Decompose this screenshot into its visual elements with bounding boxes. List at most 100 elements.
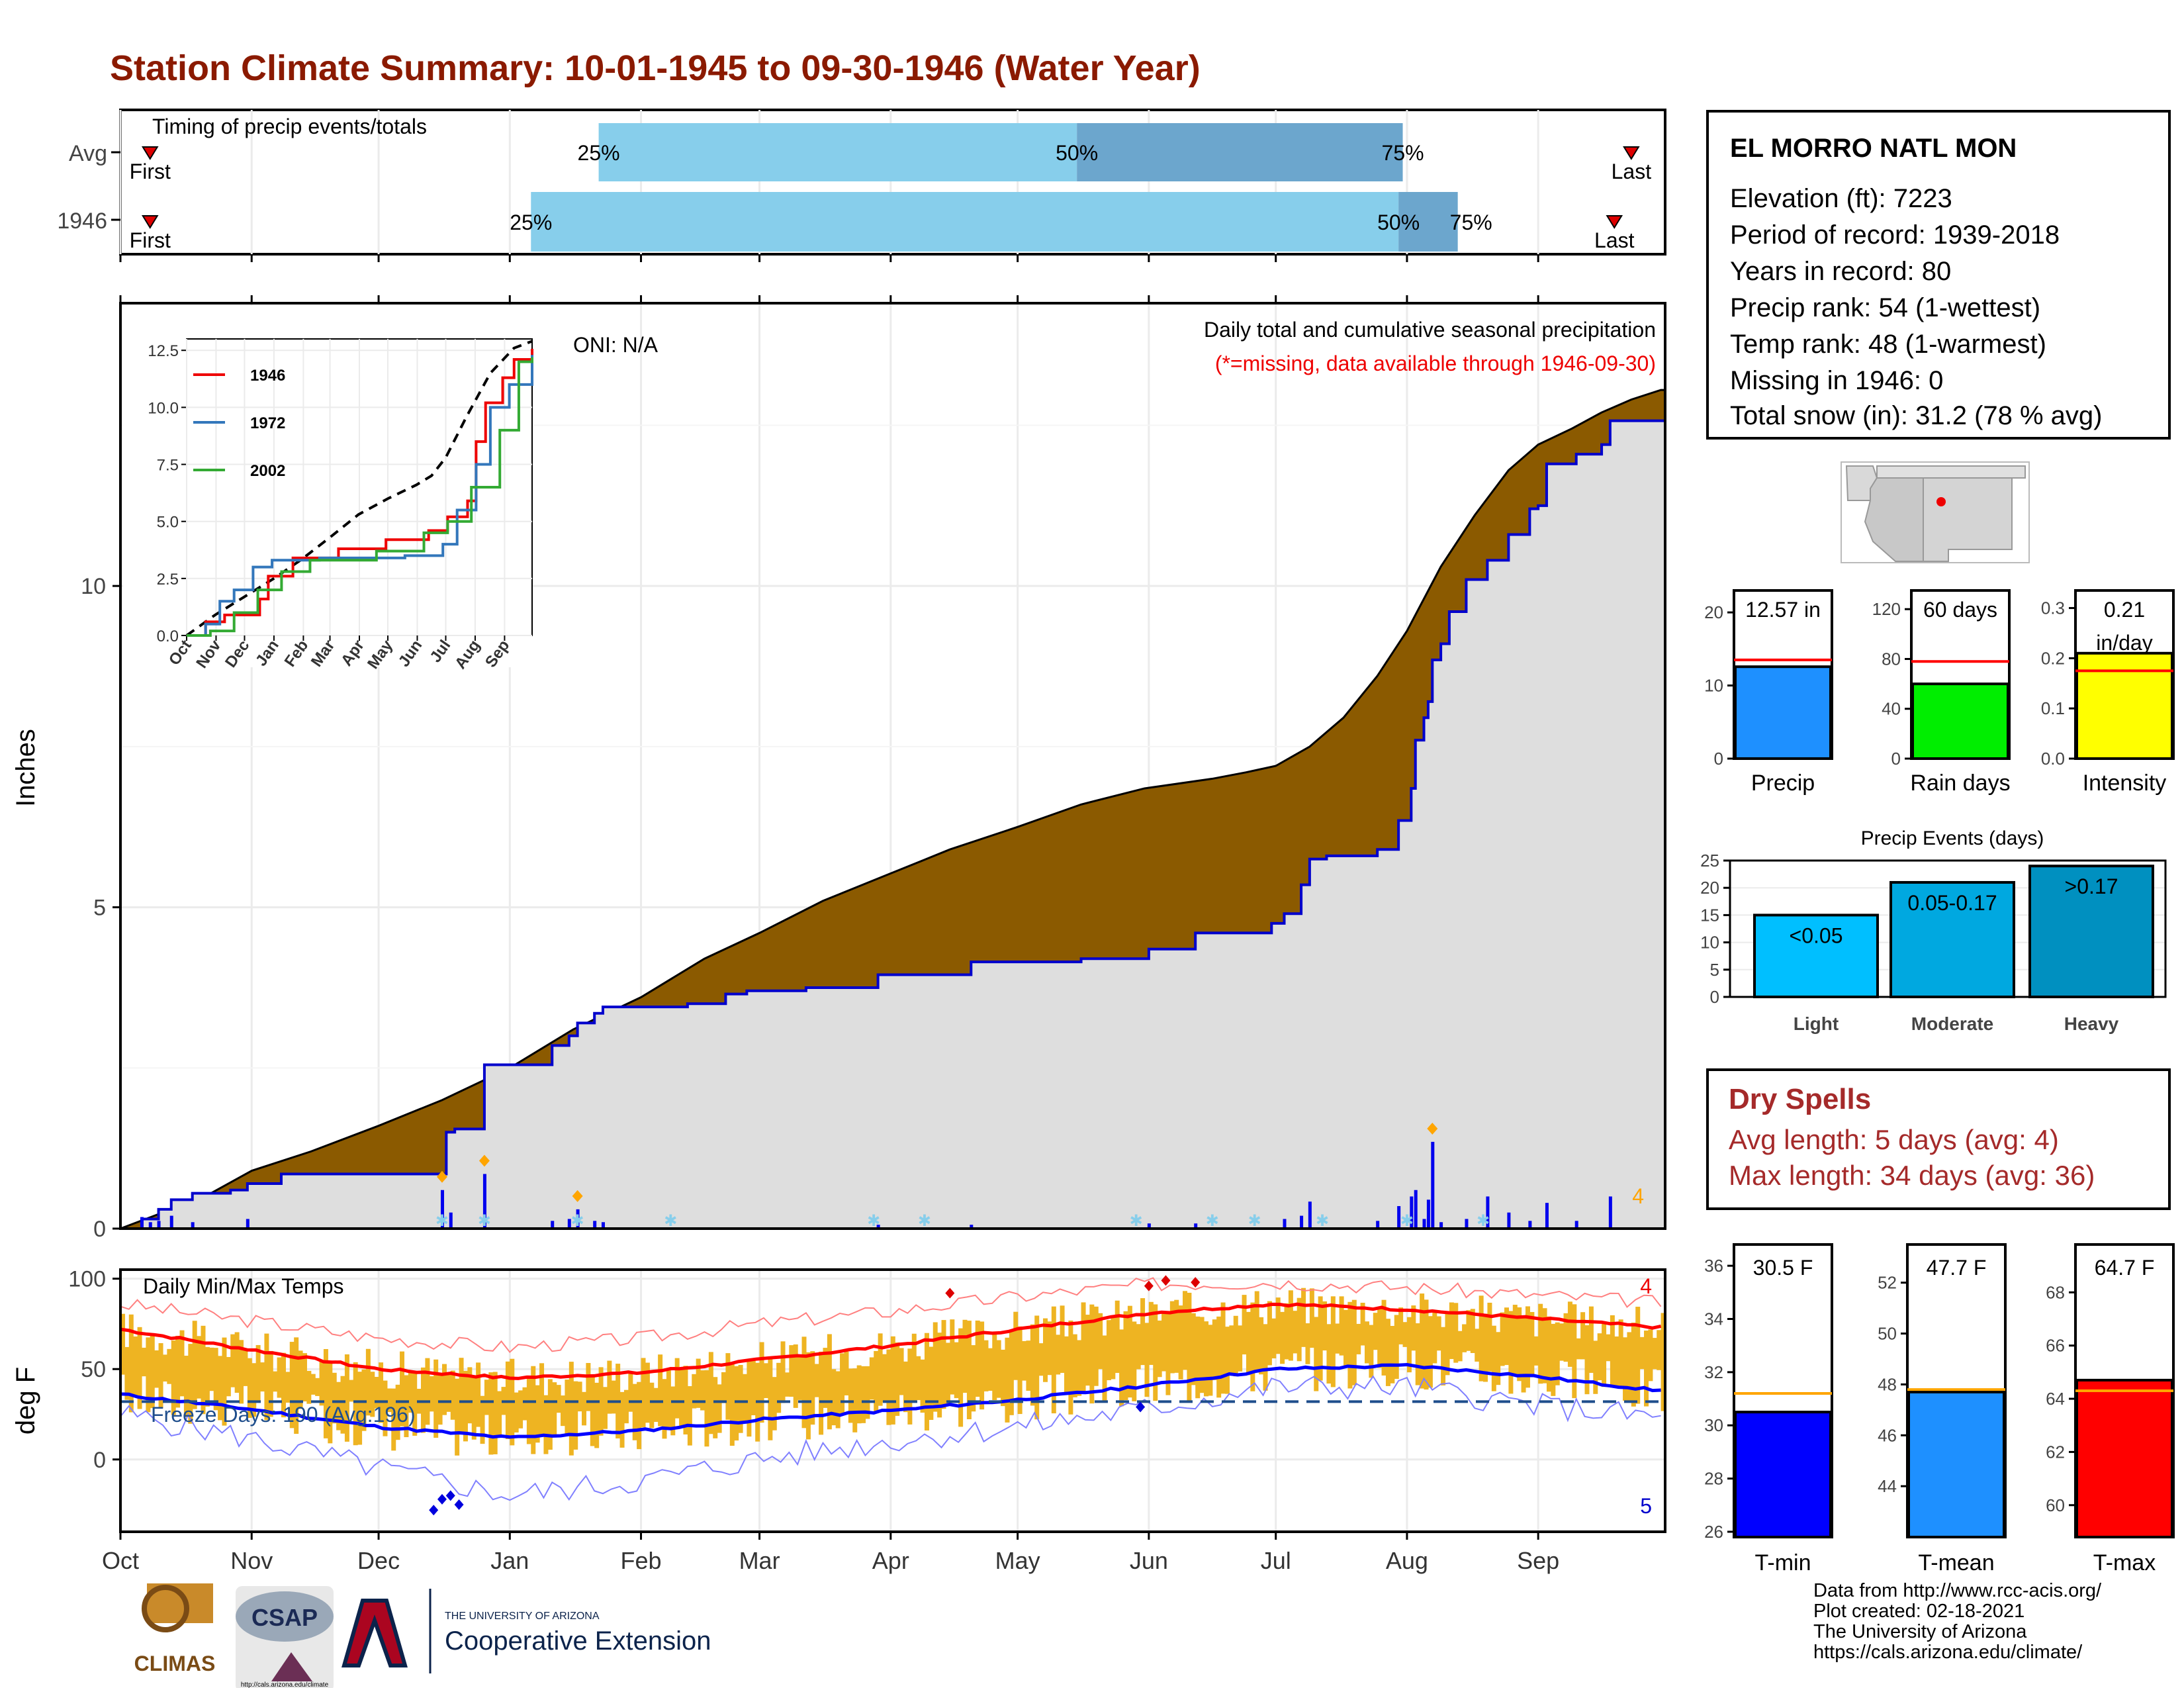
station-temp-rank: Temp rank: 48 (1-warmest) [1730,330,2046,359]
temp-day-bar [535,1385,540,1443]
footer-line: Plot created: 02-18-2021 [1813,1601,2025,1622]
temp-day-bar [1224,1327,1230,1394]
temp-day-bar [319,1360,324,1406]
daily-precip-bar [1147,1223,1151,1229]
daily-precip-bar [1608,1196,1612,1229]
temp-day-bar [1183,1291,1188,1370]
temp-day-bar [1220,1302,1226,1394]
temp-day-bar [459,1358,464,1434]
temp-day-bar [514,1392,519,1432]
temp-day-bar [124,1346,130,1400]
temp-day-bar [1356,1323,1361,1354]
temp-day-bar [899,1348,904,1395]
snow-marker: ✱ [1248,1212,1261,1230]
temp-day-bar [1567,1301,1572,1367]
climas-swirl [142,1585,189,1632]
temp-day-bar [154,1350,159,1388]
summary-value-label: in/day [2096,631,2152,655]
daily-precip-bar [1308,1201,1312,1229]
temp-day-bar [260,1362,265,1392]
temp-day-bar [1136,1324,1141,1370]
temp-day-bar [1593,1340,1598,1394]
temp-day-bar [945,1342,950,1406]
temp-summary-ytick-label: 32 [1704,1362,1723,1382]
temp-day-bar [188,1344,193,1424]
summary-ytick-label: 10 [1704,676,1723,696]
daily-precip-bar [1376,1221,1380,1229]
temp-day-bar [1457,1331,1463,1362]
temp-day-bar [941,1320,946,1409]
temp-day-bar [700,1370,705,1411]
temp-day-bar [1351,1299,1357,1385]
temp-day-bar [141,1347,146,1377]
temp-summary-ytick-label: 36 [1704,1256,1723,1276]
temp-day-bar [1187,1292,1192,1401]
snow-marker: ✱ [664,1212,677,1230]
temp-yticks: 0 50 100 [68,1267,120,1473]
events-ytick-label: 15 [1700,905,1719,925]
temp-day-bar [776,1362,782,1413]
temp-day-bar [890,1336,895,1425]
temp-day-bar [547,1379,553,1450]
summary-category-label: Precip [1751,771,1815,796]
ua-logo: THE UNIVERSITY OF ARIZONA Cooperative Ex… [341,1589,711,1673]
temp-day-bar [1364,1321,1369,1364]
temp-day-bar [780,1341,786,1403]
temp-day-bar [243,1348,248,1386]
events-bar-label: >0.17 [2065,874,2118,898]
temp-day-bar [784,1372,790,1397]
temp-day-bar [1441,1327,1446,1385]
temp-day-bar [1657,1330,1662,1370]
temp-day-bar [310,1374,316,1395]
temp-day-bar [586,1363,591,1411]
temp-day-bar [852,1368,858,1432]
station-precip-rank: Precip rank: 54 (1-wettest) [1730,293,2041,322]
temp-day-bar [882,1354,887,1403]
temp-day-bar [1005,1337,1010,1423]
temp-day-bar [281,1352,286,1418]
timing-first-label: First [130,228,171,252]
temp-day-bar [522,1387,527,1421]
temp-day-bar [679,1369,684,1429]
temp-day-bar [497,1391,502,1438]
temp-day-bar [1102,1335,1107,1401]
temp-summary-ytick-label: 52 [1878,1273,1897,1293]
temp-day-bar [929,1346,934,1421]
snow-marker: ✱ [571,1212,584,1230]
timing-p25-label: 25% [510,211,552,234]
inset-legend: 1946 1972 2002 [193,367,285,480]
temp-day-bar [137,1327,142,1409]
temp-day-bar [234,1332,240,1393]
temp-day-bar [1576,1338,1581,1360]
temp-day-bar [1098,1313,1103,1370]
temp-day-bar [869,1357,874,1400]
temp-day-bar [886,1349,891,1425]
month-label: Mar [739,1547,780,1574]
temp-day-bar [1288,1290,1293,1361]
temp-day-bar [1546,1316,1551,1392]
station-elevation: Elevation (ft): 7223 [1730,184,1952,213]
temp-day-bar [916,1356,921,1401]
record-max-line [120,1277,1662,1354]
temp-day-bar [1377,1307,1383,1368]
temp-day-bar [298,1350,303,1409]
daily-precip-bar [1465,1219,1469,1229]
temp-day-bar [1161,1311,1167,1372]
precip-ytick-label: 5 [93,896,106,921]
daily-precip-bar [1439,1222,1443,1229]
temp-day-bar [1559,1323,1565,1361]
temp-day-bar [1551,1323,1556,1396]
temp-day-bar [1381,1299,1387,1376]
temp-day-bar [1466,1310,1471,1351]
events-bar-label: 0.05-0.17 [1907,891,1997,915]
temp-day-bar [759,1342,764,1423]
daily-precip-bar [1574,1221,1578,1229]
record-high-marker [1161,1275,1171,1286]
csap-cloud [236,1591,334,1642]
temp-day-bar [492,1372,498,1454]
temp-day-bar [289,1342,295,1429]
precip-panel-title: Daily total and cumulative seasonal prec… [1204,318,1656,342]
temp-day-bar [167,1348,172,1384]
temp-day-bar [1555,1322,1560,1385]
temp-day-bar [971,1345,976,1412]
